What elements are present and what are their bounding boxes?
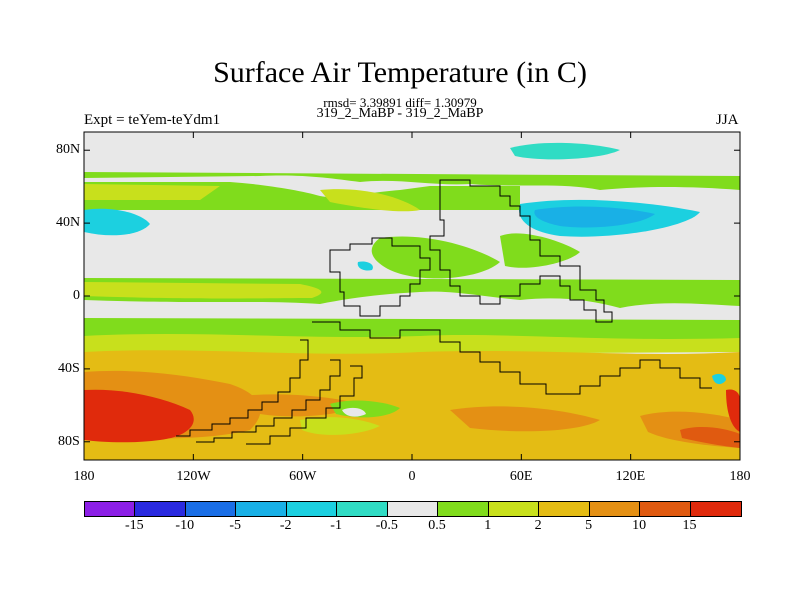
colorbar-swatch xyxy=(185,502,237,516)
colorbar-swatch xyxy=(589,502,641,516)
colorbar xyxy=(84,501,742,517)
colorbar-label: 10 xyxy=(632,518,647,533)
colorbar-swatch xyxy=(539,502,590,516)
field-green-eurasia xyxy=(371,236,500,279)
colorbar-label: -5 xyxy=(229,518,242,533)
field-north-yellow-2 xyxy=(320,189,420,212)
coastline-europe xyxy=(329,237,431,317)
colorbar-label: -0.5 xyxy=(375,518,398,533)
colorbar-swatch xyxy=(640,502,691,516)
field-southern-warm-2 xyxy=(240,394,360,417)
x-tick-label: 60W xyxy=(289,469,317,484)
colorbar-label: 1 xyxy=(484,518,492,533)
field-south-tropics-yellow xyxy=(84,334,740,356)
colorbar-swatch xyxy=(438,502,489,516)
colorbar-swatch xyxy=(85,502,136,516)
coastline-south-america-3 xyxy=(246,365,363,445)
colorbar-swatch xyxy=(236,502,287,516)
colorbar-label: -1 xyxy=(330,518,342,533)
field-southern-hot-east xyxy=(680,427,740,448)
x-tick-label: 180 xyxy=(73,469,95,484)
field-north-band xyxy=(84,172,740,190)
colorbar-label: 15 xyxy=(682,518,697,533)
field-southern-cold-spot xyxy=(712,373,726,385)
colorbar-swatch xyxy=(488,502,540,516)
field-equatorial-white-2 xyxy=(430,298,560,321)
y-tick-label: 40S xyxy=(58,360,80,376)
y-tick-label: 0 xyxy=(73,288,80,303)
coastline-south-america-2 xyxy=(196,359,341,443)
season-label: JJA xyxy=(716,112,739,128)
x-tick-label: 180 xyxy=(729,469,751,484)
coastline-south-america xyxy=(176,339,309,437)
y-tick-label: 40N xyxy=(56,215,81,231)
colorbar-swatch xyxy=(286,502,338,516)
colorbar-label: -10 xyxy=(175,518,195,533)
field-tropical-yellow xyxy=(84,282,322,299)
coastline-group xyxy=(176,179,712,445)
field-southern-mid xyxy=(84,350,740,460)
experiment-label: Expt = teYem-teYdm1 xyxy=(84,112,221,128)
field-southern-hot-east-2 xyxy=(726,389,740,432)
colorbar-label: -15 xyxy=(124,518,144,533)
field-arctic-band xyxy=(510,142,620,160)
coastline-africa xyxy=(312,321,712,395)
field-cold-asia-core xyxy=(534,206,655,228)
y-tick-label: 80S xyxy=(58,433,80,449)
colorbar-swatch xyxy=(690,502,741,516)
x-tick-label: 120W xyxy=(176,469,211,484)
coastline-asia xyxy=(429,179,613,323)
field-cold-pacific xyxy=(84,208,150,236)
x-tick-label: 0 xyxy=(408,469,416,484)
temperature-field xyxy=(84,132,740,460)
colorbar-swatch xyxy=(337,502,388,516)
field-southern-warm-3 xyxy=(450,406,600,432)
field-southern-hot-west xyxy=(84,389,194,443)
field-cold-spot-1 xyxy=(357,261,373,271)
field-southern-yellow xyxy=(300,417,380,435)
colorbar-label: 5 xyxy=(585,518,593,533)
chart-title: Surface Air Temperature (in C) xyxy=(213,56,587,89)
stats-label: rmsd= 3.39891 diff= 1.30979 xyxy=(323,95,477,110)
tick-marks xyxy=(83,132,741,460)
x-tick-label: 120E xyxy=(615,469,646,484)
colorbar-swatch xyxy=(135,502,186,516)
colorbar-label: 0.5 xyxy=(428,518,446,533)
field-north-yellow xyxy=(84,184,220,200)
x-tick-label: 60E xyxy=(509,469,533,484)
colorbar-label: 2 xyxy=(534,518,542,533)
field-southern-white-spot xyxy=(342,407,366,417)
y-tick-label: 80N xyxy=(56,142,81,158)
colorbar-label: -2 xyxy=(279,518,292,533)
colorbar-swatch xyxy=(387,502,439,516)
cases-label: 319_2_MaBP - 319_2_MaBP xyxy=(316,106,484,121)
